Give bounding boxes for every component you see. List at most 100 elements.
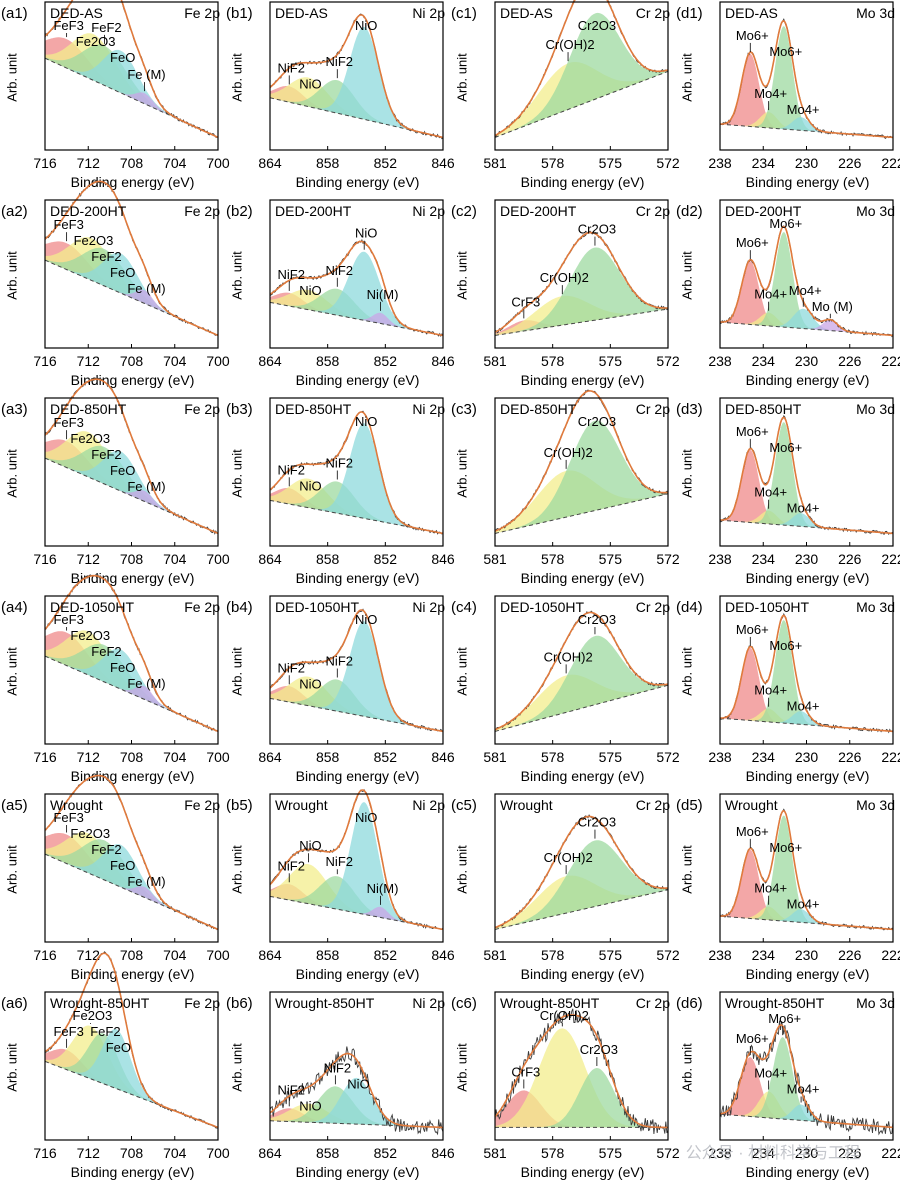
panel-label: (a3) [1, 401, 28, 418]
peak-label: FeF3 [53, 18, 83, 33]
fit-envelope [720, 225, 894, 337]
peak-nio [270, 423, 443, 534]
peak-label: Cr2O3 [578, 414, 616, 429]
peak-label: Mo4+ [787, 699, 820, 714]
x-axis-label: Binding energy (eV) [520, 174, 645, 190]
peak-label: Cr(OH)2 [544, 850, 593, 865]
x-tick-label: 846 [431, 551, 455, 567]
sample-name: DED-AS [725, 5, 778, 21]
xps-panel: 581 578 575 572 Cr(OH)2 Cr2O3 (c5) Wrought Cr 2p… [450, 792, 680, 990]
panel-label: (c2) [451, 203, 477, 220]
x-tick-label: 852 [374, 749, 398, 765]
peak-label: Fe2O3 [70, 431, 110, 446]
plot-frame [269, 793, 444, 943]
x-tick-label: 581 [483, 947, 507, 963]
background-line [269, 895, 444, 930]
xps-panel: 238 234 230 226 222 Mo6+ Mo4+ Mo6+ Mo4+ (d4) DED-1… [675, 594, 900, 792]
background-line [269, 301, 444, 336]
x-tick-label: 578 [541, 749, 565, 765]
x-tick-label: 858 [316, 947, 340, 963]
peak-label: Mo4+ [787, 102, 820, 117]
xps-panel: 716 712 708 704 700 FeF3 Fe2O3 FeF2 FeO (a6) Wroug… [0, 951, 230, 1188]
peak-label: NiF2 [277, 462, 304, 477]
xps-panel: 238 234 230 226 222 Mo6+ Mo4+ Mo6+ Mo4+ (d1) DED-A… [675, 0, 900, 198]
x-axis-label: Binding energy (eV) [295, 174, 420, 190]
xps-plot: 238 234 230 226 222 Mo6+ Mo4+ Mo6+ Mo4+ [708, 595, 900, 765]
plot-frame [269, 595, 444, 745]
sample-name: DED-AS [275, 5, 328, 21]
y-axis-label: Arb. unit [229, 1043, 245, 1092]
plot-frame [494, 595, 669, 745]
x-tick-label: 716 [33, 947, 57, 963]
y-axis-label: Arb. unit [454, 1043, 470, 1092]
x-axis-label: Binding energy (eV) [745, 372, 870, 388]
y-axis-label: Arb. unit [454, 53, 470, 102]
x-tick-label: 716 [33, 155, 57, 171]
x-axis-label: Binding energy (eV) [295, 372, 420, 388]
plot-frame [269, 1, 444, 151]
x-tick-label: 234 [752, 749, 776, 765]
sample-name: DED-850HT [275, 401, 352, 417]
peak-mo4- [720, 708, 893, 732]
raw-spectrum [269, 238, 444, 338]
core-level: Ni 2p [412, 203, 445, 219]
sample-name: DED-AS [50, 5, 103, 21]
xps-panel: 716 712 708 704 700 FeF3 Fe2O3 FeF2 FeO Fe (M) (a3… [0, 377, 230, 594]
y-axis-label: Arb. unit [4, 647, 20, 696]
peak-label: NiF2 [326, 456, 353, 471]
peak-label: Mo4+ [787, 1082, 820, 1097]
peak-nio [270, 621, 443, 732]
peak-label: Fe (M) [127, 479, 165, 494]
y-axis-label: Arb. unit [4, 53, 20, 102]
core-level: Fe 2p [184, 995, 220, 1011]
peak-mo4- [720, 711, 893, 732]
x-tick-label: 222 [881, 749, 900, 765]
x-tick-label: 226 [838, 1145, 862, 1161]
xps-plot: 581 578 575 572 CrF3 Cr(OH)2 Cr2O3 [483, 991, 680, 1161]
x-tick-label: 858 [316, 155, 340, 171]
x-tick-label: 700 [206, 551, 230, 567]
y-axis-label: Arb. unit [454, 845, 470, 894]
x-tick-label: 864 [258, 353, 282, 369]
peak-nio [270, 77, 443, 138]
xps-plot: 581 578 575 572 Cr(OH)2 Cr2O3 [483, 595, 680, 765]
x-tick-label: 572 [656, 1145, 680, 1161]
xps-panel: 238 234 230 226 222 Mo6+ Mo4+ Mo6+ Mo4+ (d6) Wroug… [675, 990, 900, 1188]
peak-label: FeO [110, 265, 135, 280]
x-tick-label: 852 [374, 947, 398, 963]
peak-label: Mo6+ [736, 235, 769, 250]
xps-panel: 716 712 708 704 700 FeF3 Fe2O3 FeF2 FeO Fe (M) (a4… [0, 574, 230, 792]
x-axis-label: Binding energy (eV) [70, 570, 195, 586]
peak-label: NiO [299, 838, 321, 853]
peak-label: FeF3 [53, 217, 83, 232]
x-tick-label: 575 [599, 353, 623, 369]
plot-frame [494, 991, 669, 1141]
x-axis-label: Binding energy (eV) [295, 966, 420, 982]
peak-label: FeF2 [91, 447, 121, 462]
xps-plot: 581 578 575 572 Cr(OH)2 Cr2O3 [483, 0, 680, 171]
fit-envelope [719, 809, 894, 931]
x-axis-label: Binding energy (eV) [70, 966, 195, 982]
x-axis-label: Binding energy (eV) [520, 372, 645, 388]
peak-label: Mo6+ [769, 44, 802, 59]
y-axis-label: Arb. unit [229, 53, 245, 102]
peak-label: FeO [110, 50, 135, 65]
peak-label: Fe2O3 [73, 1008, 113, 1023]
x-tick-label: 704 [163, 353, 187, 369]
panel-label: (b4) [226, 599, 253, 616]
x-tick-label: 712 [77, 947, 101, 963]
watermark: 公众号 · 材料科学与工程 [685, 1145, 860, 1162]
y-axis-label: Arb. unit [679, 1043, 695, 1092]
x-tick-label: 238 [708, 551, 732, 567]
fit-envelope [269, 411, 444, 535]
peak-label: NiF2 [326, 263, 353, 278]
y-axis-label: Arb. unit [4, 251, 20, 300]
x-tick-label: 704 [163, 749, 187, 765]
peak-label: Cr2O3 [580, 1042, 618, 1057]
plot-frame [269, 991, 444, 1141]
fit-envelope [44, 774, 219, 931]
x-tick-label: 852 [374, 353, 398, 369]
